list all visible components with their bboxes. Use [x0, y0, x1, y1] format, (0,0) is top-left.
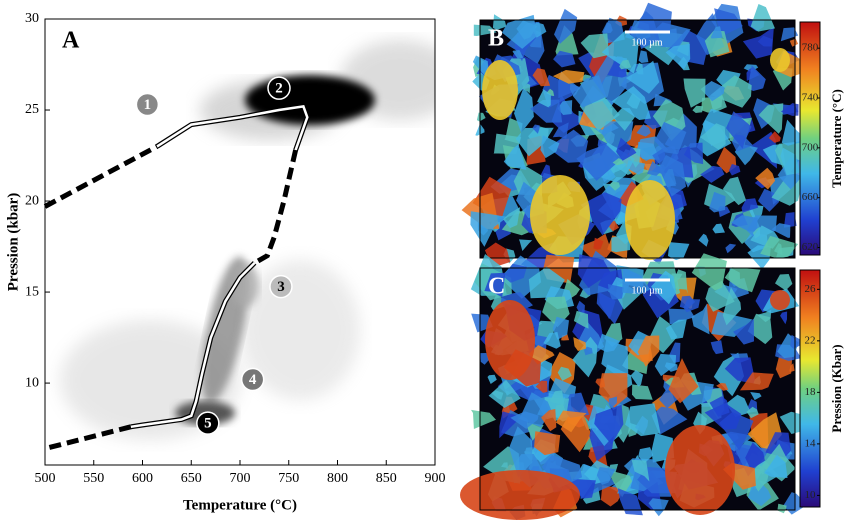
map-hot-zone	[530, 175, 590, 255]
pt-path	[255, 150, 296, 263]
colorbar-tick-label: 10	[805, 489, 817, 501]
scale-bar-label: 100 µm	[631, 285, 662, 296]
y-tick-label: 20	[25, 193, 39, 208]
map-grain	[751, 4, 775, 32]
colorbar-tick-label: 14	[805, 437, 817, 449]
x-tick-label: 750	[278, 471, 299, 486]
colorbar-tick-label: 26	[805, 283, 817, 295]
colorbar-tick-label: 780	[802, 42, 819, 54]
x-tick-label: 900	[425, 471, 446, 486]
y-tick-label: 15	[25, 284, 39, 299]
colorbar-tick-label: 18	[805, 386, 817, 398]
x-tick-label: 850	[376, 471, 397, 486]
colorbar-tick-label: 22	[805, 334, 816, 346]
page: {"chart_data": [ {"type": "line", "panel…	[0, 0, 850, 520]
x-tick-label: 600	[132, 471, 153, 486]
map-grain	[637, 3, 672, 34]
colorbar	[800, 22, 820, 255]
annotation: 5	[204, 416, 212, 432]
x-tick-label: 500	[35, 471, 56, 486]
map-hot-zone	[460, 470, 580, 520]
map-hot-zone	[770, 290, 790, 310]
annotation: 2	[275, 81, 283, 97]
x-tick-label: 700	[230, 471, 251, 486]
annotation: 1	[144, 97, 152, 113]
map-hot-zone	[770, 48, 790, 72]
map-hot-zone	[482, 60, 518, 120]
colorbar-tick-label: 740	[802, 92, 819, 104]
x-tick-label: 550	[83, 471, 104, 486]
figure: 5005506006507007508008509001015202530Tem…	[0, 0, 850, 520]
x-tick-label: 650	[181, 471, 202, 486]
pt-path	[45, 146, 157, 206]
map-hot-zone	[665, 425, 735, 515]
annotation: 4	[249, 372, 257, 388]
y-tick-label: 25	[25, 102, 39, 117]
panel-label: C	[488, 274, 505, 300]
map-hot-zone	[625, 180, 675, 260]
x-tick-label: 800	[327, 471, 348, 486]
colorbar-label: Pression (Kbar)	[829, 344, 844, 432]
y-tick-label: 10	[25, 375, 39, 390]
colorbar-label: Temperature (°C)	[829, 89, 844, 188]
scale-bar-label: 100 µm	[631, 37, 662, 48]
colorbar-tick-label: 620	[802, 241, 819, 253]
panel-label: A	[62, 28, 80, 54]
y-tick-label: 30	[25, 11, 39, 26]
colorbar-tick-label: 700	[802, 141, 819, 153]
x-axis-label: Temperature (°C)	[183, 497, 297, 513]
y-axis-label: Pression (kbar)	[5, 193, 21, 291]
annotation: 3	[277, 279, 285, 295]
map-hot-zone	[485, 300, 535, 380]
panel-label: B	[488, 26, 504, 52]
colorbar-tick-label: 660	[802, 191, 819, 203]
